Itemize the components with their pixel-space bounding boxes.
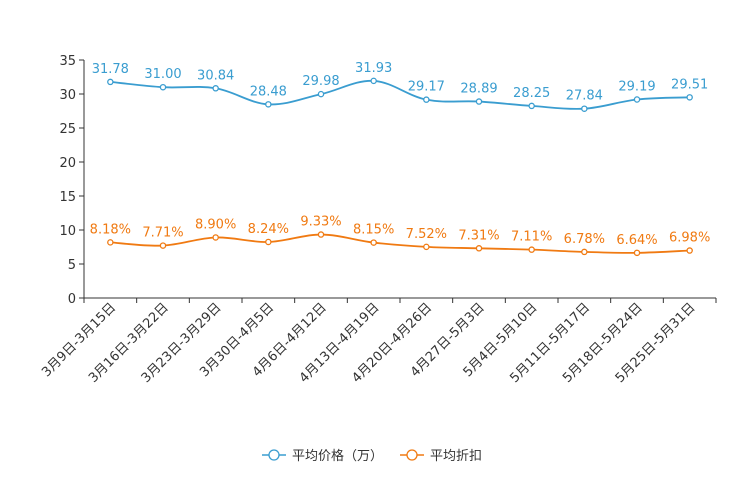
data-label: 8.24% (248, 222, 289, 237)
data-point (686, 247, 693, 254)
data-point (265, 101, 272, 108)
data-label: 31.78 (92, 62, 129, 77)
data-label: 7.71% (142, 226, 183, 241)
data-label: 29.19 (618, 80, 655, 95)
data-label: 7.31% (458, 228, 499, 243)
data-label: 9.33% (300, 215, 341, 230)
data-point (475, 98, 483, 105)
y-tick-label: 20 (59, 156, 76, 171)
y-tick-label: 25 (59, 122, 76, 137)
data-label: 29.51 (671, 77, 708, 92)
data-point (581, 248, 588, 256)
data-point (317, 231, 325, 238)
data-point (107, 78, 114, 86)
y-tick-label: 30 (59, 88, 76, 103)
data-point (159, 83, 167, 91)
data-label: 28.48 (250, 84, 287, 99)
data-point (370, 239, 377, 246)
data-label: 6.78% (564, 232, 605, 247)
data-point (212, 85, 219, 92)
y-tick-label: 15 (59, 190, 76, 205)
y-tick-label: 0 (68, 292, 76, 307)
data-point (633, 249, 641, 257)
data-label: 8.90% (195, 217, 236, 232)
data-point (528, 246, 535, 253)
data-label: 6.64% (616, 233, 657, 248)
y-tick-label: 10 (59, 224, 76, 239)
data-point (581, 105, 588, 112)
data-point (370, 77, 377, 85)
data-label: 8.15% (353, 223, 394, 238)
data-label: 6.98% (669, 231, 710, 246)
data-point (475, 245, 483, 252)
data-point (423, 96, 430, 103)
data-point (686, 94, 693, 101)
data-label: 27.84 (566, 89, 603, 104)
data-label: 7.11% (511, 230, 552, 245)
data-point (265, 238, 272, 246)
legend-marker-0 (268, 449, 280, 461)
data-label: 30.84 (197, 68, 234, 83)
legend-marker-1 (406, 449, 418, 461)
data-label: 28.89 (460, 82, 497, 97)
y-tick-label: 5 (68, 258, 76, 273)
legend-label-1: 平均折扣 (430, 449, 482, 464)
data-point (212, 234, 219, 241)
series-line-1 (110, 233, 690, 254)
data-point (423, 243, 430, 251)
data-point (317, 90, 325, 98)
data-point (159, 242, 167, 249)
data-point (107, 239, 114, 246)
data-label: 8.18% (90, 222, 131, 237)
series-line-0 (110, 79, 690, 110)
data-point (528, 102, 535, 110)
legend-label-0: 平均价格（万） (292, 448, 383, 464)
data-label: 29.17 (408, 80, 445, 95)
data-label: 29.98 (302, 74, 339, 89)
y-tick-label: 35 (59, 54, 76, 69)
data-label: 7.52% (406, 227, 447, 242)
data-label: 28.25 (513, 86, 550, 101)
data-label: 31.93 (355, 61, 392, 76)
data-point (633, 96, 641, 103)
data-label: 31.00 (144, 67, 181, 82)
